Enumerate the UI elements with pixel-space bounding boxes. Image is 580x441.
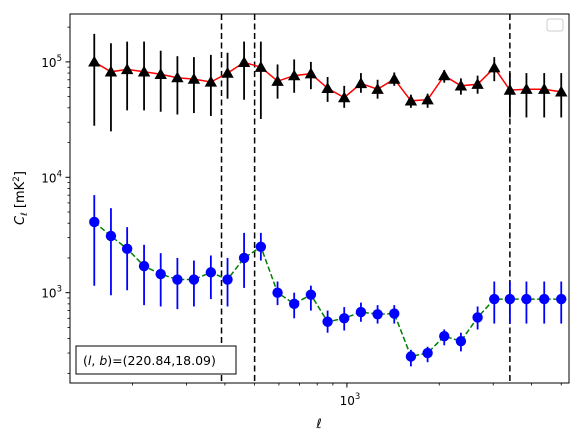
series-2-line (93, 221, 562, 358)
series-2-point (504, 293, 516, 305)
series-1-point (388, 72, 401, 84)
series-1-point (338, 91, 351, 103)
series-2-point (439, 330, 450, 342)
series-2-point (422, 347, 433, 359)
series-1-point (354, 77, 368, 89)
series-2-point (489, 293, 500, 305)
series-2-point (521, 293, 532, 305)
series-1-point (120, 63, 134, 75)
series-1-point (471, 78, 484, 89)
series-1-point (221, 66, 234, 78)
y-tick-label: 105 (41, 54, 62, 70)
series-2-point (372, 309, 383, 320)
axes-frame (69, 13, 570, 384)
series-1-point (171, 71, 184, 83)
y-tick-label-base: 10 (41, 171, 56, 185)
series-2-point (105, 230, 117, 242)
series-1-point (287, 69, 301, 81)
series-2-point (539, 293, 550, 305)
series-1-point (371, 82, 384, 94)
series-2-point (121, 243, 133, 255)
series-2-point (288, 298, 300, 310)
series-2-point (389, 308, 400, 319)
series-1-point (204, 75, 218, 87)
series-2-point (272, 287, 283, 298)
series-2-point (255, 241, 267, 252)
series-1-point (520, 82, 533, 94)
series-2-point (205, 267, 217, 278)
y-tick-label-exponent: 3 (57, 285, 62, 295)
y-axis-label: Cℓ [mK2] (12, 171, 30, 225)
series-1-point (88, 55, 101, 67)
series-1-point (421, 93, 434, 105)
series-2-point (405, 351, 417, 362)
y-tick-label-exponent: 5 (57, 54, 62, 64)
coordinate-annotation: (l, b)=(220.84,18.09) (75, 345, 237, 375)
plot-area (88, 14, 568, 383)
series-2-point (172, 274, 183, 285)
x-axis-label: ℓ (315, 417, 321, 432)
series-2-point (339, 313, 350, 324)
series-1-point (438, 69, 451, 81)
y-tick-label-base: 10 (41, 287, 56, 301)
series-1-point (304, 67, 318, 79)
series-2-point (138, 260, 150, 272)
series-1-point (503, 83, 517, 95)
series-1-point (454, 79, 468, 91)
series-2-point (355, 306, 367, 318)
series-1-point (137, 65, 151, 77)
x-tick-label-exponent: 3 (355, 392, 360, 402)
series-2-point (238, 252, 250, 264)
series-1-point (237, 56, 251, 68)
series-2-point (455, 335, 467, 347)
series-1-point (321, 82, 334, 93)
series-2-point (556, 293, 567, 305)
series-1-point (538, 82, 551, 94)
series-2-point (305, 289, 317, 300)
series-1-point (154, 68, 167, 79)
y-tick-label-exponent: 4 (57, 169, 62, 179)
series-2-point (188, 274, 200, 285)
y-tick-label: 103 (41, 285, 62, 301)
series-2-point (222, 274, 233, 285)
series-1-point (187, 72, 201, 84)
annotation-text: (l, b)=(220.84,18.09) (83, 353, 216, 368)
series-2-point (322, 316, 333, 327)
y-tick-label: 104 (41, 169, 62, 185)
x-tick-label: 103 (340, 392, 361, 408)
series-2-point (155, 268, 166, 280)
series-1-point (488, 61, 501, 73)
legend-box (546, 18, 564, 32)
series-1-point (271, 75, 284, 86)
series-2-point (472, 312, 483, 323)
annotation-box (75, 345, 237, 375)
x-tick-label-base: 10 (340, 394, 355, 408)
series-1-point (104, 65, 118, 77)
series-2-point (89, 216, 100, 228)
y-tick-label-base: 10 (41, 56, 56, 70)
series-1-point (254, 60, 268, 72)
series-1-point (555, 85, 568, 97)
series-1-point (404, 94, 418, 106)
